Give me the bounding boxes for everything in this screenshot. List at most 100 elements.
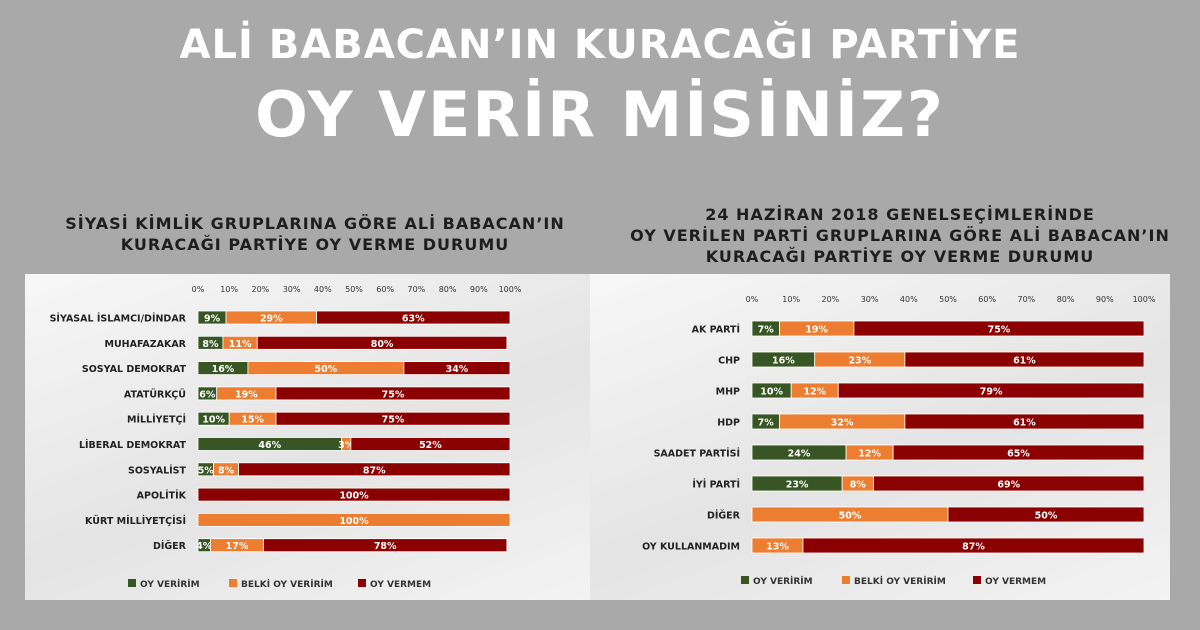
legend-swatch [741, 576, 749, 584]
bar-segment [403, 361, 511, 375]
data-label: 8% [218, 465, 235, 476]
data-label: 100% [339, 491, 369, 502]
category-label: SİYASAL İSLAMCI/DİNDAR [50, 314, 187, 325]
bar-segment [316, 310, 511, 325]
headline-line-1: ALİ BABACAN’IN KURACAĞI PARTİYE [179, 22, 1021, 68]
data-label: 16% [772, 356, 795, 367]
bar-segment [904, 351, 1145, 368]
data-label: 75% [382, 389, 405, 400]
right-chart-title-line-3: KURACAĞI PARTİYE OY VERME DURUMU [705, 247, 1095, 266]
data-label: 7% [758, 325, 775, 336]
x-tick-label: 100% [1133, 295, 1156, 304]
right-stacked-bar-chart: 0% 10% 20% 30% 40% 50% 60% 70% 80% 90% 100% AK PART… [642, 295, 1156, 587]
category-label: HDP [717, 418, 740, 429]
category-label: AK PARTİ [692, 325, 740, 336]
x-tick-label: 50% [345, 285, 363, 294]
data-label: 75% [382, 415, 405, 426]
data-label: 9% [204, 314, 221, 325]
data-label: 5% [198, 465, 215, 476]
data-label: 17% [226, 541, 249, 552]
x-tick-label: 20% [252, 285, 270, 294]
category-label: İYİ PARTİ [692, 480, 740, 491]
bar-segment [853, 320, 1145, 337]
headline-line-2: OY VERİR MİSİNİZ? [255, 78, 945, 151]
data-label: 50% [1035, 511, 1058, 522]
x-tick-label: 70% [408, 285, 426, 294]
data-label: 61% [1013, 418, 1036, 429]
right-chart-panel: 0% 10% 20% 30% 40% 50% 60% 70% 80% 90% 100% AK PART… [590, 274, 1170, 600]
category-label: MİLLİYETÇİ [127, 415, 186, 426]
bar-segment [197, 487, 511, 502]
bar-segment [350, 437, 511, 451]
category-label: SOSYAL DEMOKRAT [82, 364, 187, 375]
legend-label: OY VERİRİM [753, 576, 813, 587]
bar-segment [263, 538, 508, 553]
left-chart-panel: 0% 10% 20% 30% 40% 50% 60% 70% 80% 90% 100% SİYASAL… [25, 274, 590, 600]
legend-label: BELKİ OY VERİRİM [854, 576, 946, 587]
x-tick-label: 100% [499, 285, 522, 294]
data-label: 24% [788, 449, 811, 460]
data-label: 100% [339, 516, 369, 527]
legend-label: OY VERİRİM [140, 579, 200, 590]
x-tick-label: 90% [1096, 295, 1114, 304]
x-tick-label: 30% [283, 285, 301, 294]
data-label: 32% [831, 418, 854, 429]
data-label: 87% [363, 465, 386, 476]
data-label: 8% [850, 480, 867, 491]
right-chart-title-line-1: 24 HAZİRAN 2018 GENELSEÇİMLERİNDE [705, 205, 1095, 224]
x-tick-label: 80% [439, 285, 457, 294]
data-label: 50% [839, 511, 862, 522]
category-label: ATATÜRKÇÜ [124, 389, 186, 400]
bar-segment [873, 475, 1145, 492]
x-tick-label: 10% [220, 285, 238, 294]
legend-label: OY VERMEM [985, 577, 1046, 587]
data-label: 63% [402, 314, 425, 325]
data-label: 7% [758, 418, 775, 429]
data-label: 29% [260, 314, 283, 325]
legend-swatch [973, 576, 981, 584]
data-label: 8% [202, 339, 219, 350]
x-tick-label: 0% [746, 295, 759, 304]
data-label: 65% [1007, 449, 1030, 460]
bar-segment [197, 512, 511, 527]
legend-swatch [358, 579, 366, 587]
data-label: 15% [241, 415, 264, 426]
data-label: 80% [371, 339, 394, 350]
category-label: DİĞER [153, 540, 187, 552]
data-label: 19% [235, 389, 258, 400]
data-label: 10% [760, 387, 783, 398]
right-chart-title: 24 HAZİRAN 2018 GENELSEÇİMLERİNDE OY VER… [600, 204, 1200, 267]
data-label: 75% [988, 325, 1011, 336]
category-label: APOLİTİK [137, 491, 187, 502]
x-tick-label: 60% [376, 285, 394, 294]
left-stacked-bar-chart: 0% 10% 20% 30% 40% 50% 60% 70% 80% 90% 100% SİYASAL… [50, 285, 522, 590]
data-label: 52% [419, 440, 442, 451]
bar-segment [837, 382, 1145, 399]
data-label: 34% [446, 364, 469, 375]
bar-segment [275, 411, 511, 426]
data-label: 23% [848, 356, 871, 367]
legend-swatch [229, 579, 237, 587]
left-chart-title: SİYASİ KİMLİK GRUPLARINA GÖRE ALİ BABACA… [20, 213, 610, 255]
data-label: 10% [202, 415, 225, 426]
data-label: 16% [212, 364, 235, 375]
legend-swatch [842, 576, 850, 584]
bar-segment [256, 335, 508, 350]
data-label: 4% [196, 541, 213, 552]
x-tick-label: 50% [939, 295, 957, 304]
x-tick-label: 80% [1057, 295, 1075, 304]
x-tick-label: 30% [861, 295, 879, 304]
data-label: 87% [962, 542, 985, 553]
data-label: 61% [1013, 356, 1036, 367]
bar-segment [275, 386, 511, 401]
bar-segment [947, 506, 1145, 523]
data-label: 6% [199, 389, 216, 400]
x-tick-label: 60% [978, 295, 996, 304]
bar-segment [892, 444, 1145, 461]
data-label: 78% [374, 541, 397, 552]
bar-segment [238, 462, 511, 477]
data-label: 23% [786, 480, 809, 491]
category-label: OY KULLANMADIM [642, 542, 740, 553]
category-label: KÜRT MİLLİYETÇİSİ [85, 516, 186, 527]
data-label: 3% [338, 440, 355, 451]
